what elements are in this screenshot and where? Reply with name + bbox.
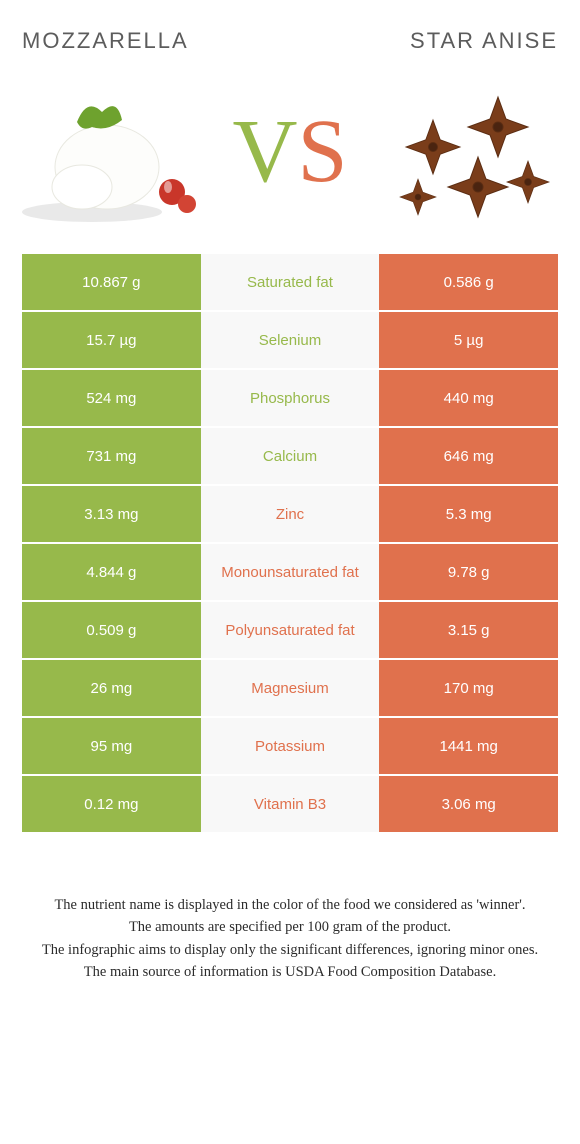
title-left: Mozzarella [22,28,189,54]
nutrient-name: Vitamin B3 [201,776,380,834]
value-right: 5 µg [379,312,558,370]
nutrient-name: Phosphorus [201,370,380,428]
value-left: 95 mg [22,718,201,776]
value-left: 524 mg [22,370,201,428]
nutrient-name: Monounsaturated fat [201,544,380,602]
footer-line: The nutrient name is displayed in the co… [28,894,552,916]
nutrient-name: Zinc [201,486,380,544]
value-right: 3.15 g [379,602,558,660]
title-right: Star anise [410,28,558,54]
nutrient-name: Selenium [201,312,380,370]
hero-row: VS [22,62,558,242]
table-row: 4.844 gMonounsaturated fat9.78 g [22,544,558,602]
value-left: 15.7 µg [22,312,201,370]
value-right: 440 mg [379,370,558,428]
value-left: 0.12 mg [22,776,201,834]
vs-s: S [297,107,347,197]
table-row: 0.509 gPolyunsaturated fat3.15 g [22,602,558,660]
table-row: 26 mgMagnesium170 mg [22,660,558,718]
value-right: 5.3 mg [379,486,558,544]
value-left: 0.509 g [22,602,201,660]
vs-label: VS [232,107,347,197]
table-row: 524 mgPhosphorus440 mg [22,370,558,428]
value-left: 3.13 mg [22,486,201,544]
value-right: 3.06 mg [379,776,558,834]
nutrient-name: Polyunsaturated fat [201,602,380,660]
footer-line: The main source of information is USDA F… [28,961,552,983]
mozzarella-image [22,72,202,232]
value-right: 0.586 g [379,254,558,312]
vs-v: V [232,107,297,197]
table-row: 95 mgPotassium1441 mg [22,718,558,776]
comparison-table: 10.867 gSaturated fat0.586 g15.7 µgSelen… [22,254,558,834]
table-row: 10.867 gSaturated fat0.586 g [22,254,558,312]
value-left: 10.867 g [22,254,201,312]
star-anise-image [378,72,558,232]
nutrient-name: Calcium [201,428,380,486]
nutrient-name: Potassium [201,718,380,776]
value-right: 1441 mg [379,718,558,776]
table-row: 731 mgCalcium646 mg [22,428,558,486]
table-row: 0.12 mgVitamin B33.06 mg [22,776,558,834]
footer-notes: The nutrient name is displayed in the co… [22,894,558,984]
table-row: 15.7 µgSelenium5 µg [22,312,558,370]
infographic-container: Mozzarella Star anise VS [0,0,580,1024]
nutrient-name: Magnesium [201,660,380,718]
titles-row: Mozzarella Star anise [22,28,558,54]
value-left: 26 mg [22,660,201,718]
footer-line: The amounts are specified per 100 gram o… [28,916,552,938]
value-left: 4.844 g [22,544,201,602]
table-row: 3.13 mgZinc5.3 mg [22,486,558,544]
value-left: 731 mg [22,428,201,486]
nutrient-name: Saturated fat [201,254,380,312]
value-right: 9.78 g [379,544,558,602]
footer-line: The infographic aims to display only the… [28,939,552,961]
value-right: 170 mg [379,660,558,718]
value-right: 646 mg [379,428,558,486]
